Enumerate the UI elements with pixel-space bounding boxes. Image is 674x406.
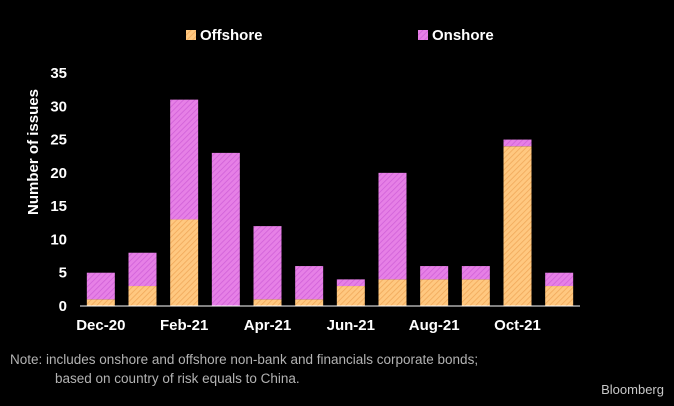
y-tick-label: 20	[50, 165, 67, 182]
legend-label-offshore: Offshore	[200, 27, 263, 44]
bar-offshore-oct-21	[503, 146, 532, 306]
y-tick-label: 5	[59, 265, 67, 282]
legend-swatch-onshore	[418, 30, 428, 40]
x-tick-label: Aug-21	[409, 317, 460, 334]
stacked-bar-chart: Offshore Onshore Number of issues 0 5 10 15…	[25, 27, 580, 334]
bar-offshore-apr-21	[253, 299, 282, 306]
bar-offshore-jan-21	[128, 286, 157, 306]
legend-label-onshore: Onshore	[432, 27, 494, 44]
bar-onshore-nov-21	[545, 272, 574, 287]
bars	[86, 99, 574, 306]
y-axis-label: Number of issues	[25, 89, 42, 215]
bar-offshore-nov-21	[545, 286, 574, 306]
bar-offshore-sep-21	[461, 279, 490, 306]
bloomberg-logo: Bloomberg	[601, 382, 664, 397]
x-axis: Dec-20 Feb-21 Apr-21 Jun-21 Aug-21 Oct-21	[76, 317, 541, 334]
bar-onshore-oct-21	[503, 139, 532, 147]
bar-onshore-sep-21	[461, 266, 490, 280]
bar-onshore-dec-20	[86, 272, 115, 300]
note-line-1: Note: includes onshore and offshore non-…	[10, 352, 479, 367]
bar-offshore-feb-21	[170, 219, 199, 306]
legend-swatch-offshore	[186, 30, 196, 40]
y-tick-label: 15	[50, 198, 67, 215]
chart-note: Note: includes onshore and offshore non-…	[10, 350, 478, 388]
y-tick-label: 10	[50, 231, 67, 248]
y-tick-label: 35	[50, 65, 67, 82]
x-tick-label: Dec-20	[76, 317, 125, 334]
bar-onshore-mar-21	[211, 152, 240, 306]
bar-onshore-aug-21	[420, 266, 449, 280]
y-tick-label: 25	[50, 132, 67, 149]
x-tick-label: Jun-21	[327, 317, 375, 334]
bar-onshore-feb-21	[170, 99, 199, 220]
y-axis: 0 5 10 15 20 25 30 35	[50, 65, 67, 315]
x-tick-label: Oct-21	[494, 317, 541, 334]
note-line-2: based on country of risk equals to China…	[55, 371, 300, 386]
bar-onshore-jul-21	[378, 172, 407, 280]
bar-onshore-jan-21	[128, 252, 157, 287]
legend: Offshore Onshore	[186, 27, 494, 44]
y-tick-label: 30	[50, 98, 67, 115]
x-tick-label: Feb-21	[160, 317, 208, 334]
bar-offshore-jun-21	[336, 286, 365, 306]
bar-onshore-may-21	[295, 266, 324, 300]
bar-offshore-dec-20	[86, 299, 115, 306]
x-tick-label: Apr-21	[244, 317, 292, 334]
y-tick-label: 0	[59, 298, 67, 315]
bar-onshore-jun-21	[336, 279, 365, 287]
bar-onshore-apr-21	[253, 226, 282, 300]
bar-offshore-may-21	[295, 299, 324, 306]
bar-offshore-jul-21	[378, 279, 407, 306]
bar-offshore-aug-21	[420, 279, 449, 306]
